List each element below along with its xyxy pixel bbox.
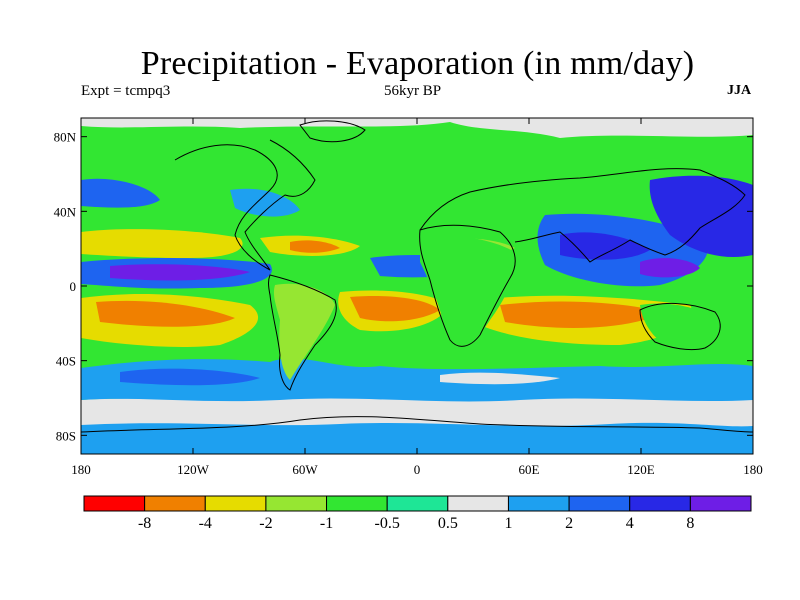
- colorbar-label: 2: [565, 515, 573, 532]
- south-atlantic-dry-core: [350, 296, 440, 322]
- south-pacific-wet-patch: [120, 368, 260, 386]
- colorbar-label: 1: [504, 515, 512, 532]
- north-pacific-dry-zone: [81, 229, 243, 258]
- northwest-pacific-wet: [649, 175, 753, 258]
- colorbar-swatch: [507, 495, 570, 512]
- lat-tick-label: 40S: [56, 354, 76, 369]
- colorbar-swatch: [83, 495, 146, 512]
- colorbar-label: -0.5: [375, 515, 400, 532]
- plot-title: Precipitation - Evaporation (in mm/day): [140, 45, 695, 82]
- colorbar-swatch: [265, 495, 328, 512]
- colorbar-swatch: [447, 495, 509, 512]
- season-label: JJA: [727, 83, 752, 98]
- colorbar-label: -8: [138, 515, 151, 532]
- coastlines: [80, 120, 754, 433]
- antarctica-coast: [80, 416, 754, 433]
- lon-tick-label: 60E: [519, 462, 540, 477]
- colorbar-label: 0.5: [438, 515, 458, 532]
- colorbar-swatch: [386, 495, 449, 512]
- lon-tick-label: 120W: [177, 462, 210, 477]
- colorbar-swatch: [144, 495, 206, 512]
- colorbar-label: 4: [626, 515, 634, 532]
- south-america-field: [273, 283, 335, 380]
- australia-coast: [639, 302, 721, 351]
- southern-storm-track: [81, 358, 753, 402]
- field-layer: [81, 118, 753, 454]
- lon-tick-label: 180: [71, 462, 91, 477]
- south-america-coast: [268, 274, 337, 391]
- australia-field: [640, 303, 720, 347]
- lat-tick-label: 80N: [54, 130, 77, 145]
- colorbar-swatch: [568, 495, 631, 512]
- south-pacific-dry-core: [96, 300, 235, 327]
- colorbar-label: -4: [199, 515, 212, 532]
- lon-tick-label: 180: [743, 462, 763, 477]
- arctic-band: [81, 118, 753, 138]
- experiment-label: Expt = tcmpq3: [81, 83, 171, 99]
- east-pacific-itcz-core: [110, 264, 250, 281]
- lon-tick-label: 60W: [292, 462, 318, 477]
- lat-tick-label: 0: [70, 279, 77, 294]
- colorbar-label: 8: [686, 515, 694, 532]
- colorbar-label: -2: [259, 515, 272, 532]
- lon-tick-label: 0: [414, 462, 421, 477]
- lat-tick-label: 40N: [54, 204, 77, 219]
- colorbar-swatch: [204, 495, 267, 512]
- eurasia-coast: [419, 168, 746, 263]
- north-america-coast: [174, 139, 316, 271]
- south-indian-dry-patch: [440, 372, 560, 385]
- western-pacific-core: [640, 258, 700, 278]
- time-period-label: 56kyr BP: [384, 83, 442, 99]
- africa-coast: [419, 224, 516, 347]
- colorbar-label: -1: [320, 515, 333, 532]
- axis-labels: 80N 40N 0 40S 80S 180 120W 60W 0 60E 120E 180: [54, 130, 763, 477]
- colorbar-swatch: [629, 495, 691, 512]
- africa-field: [420, 236, 516, 343]
- north-atlantic-dry-core: [290, 240, 340, 253]
- north-pacific-wet: [81, 178, 160, 208]
- north-atlantic-wet: [230, 188, 300, 217]
- greenland-coast: [299, 120, 366, 143]
- colorbar-swatch: [689, 495, 752, 512]
- axis-ticks: [80, 118, 754, 454]
- lon-tick-label: 120E: [627, 462, 655, 477]
- antarctic-coast-band: [81, 422, 753, 454]
- lat-tick-label: 80S: [56, 428, 76, 443]
- colorbar-swatch: [326, 495, 388, 512]
- colorbar: -8 -4 -2 -1 -0.5 0.5 1 2 4 8: [83, 495, 752, 532]
- south-indian-dry-core: [500, 301, 665, 328]
